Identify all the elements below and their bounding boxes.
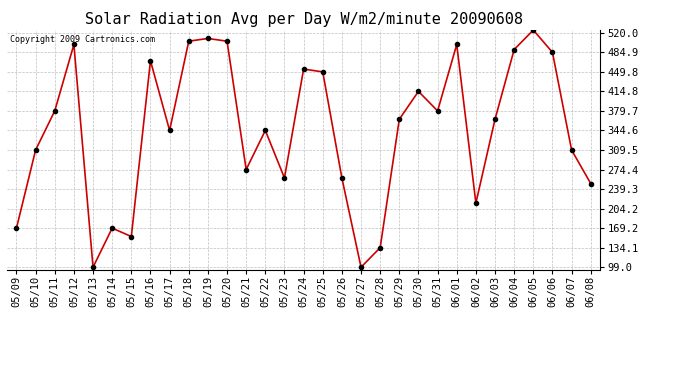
Text: Copyright 2009 Cartronics.com: Copyright 2009 Cartronics.com (10, 35, 155, 44)
Title: Solar Radiation Avg per Day W/m2/minute 20090608: Solar Radiation Avg per Day W/m2/minute … (85, 12, 522, 27)
